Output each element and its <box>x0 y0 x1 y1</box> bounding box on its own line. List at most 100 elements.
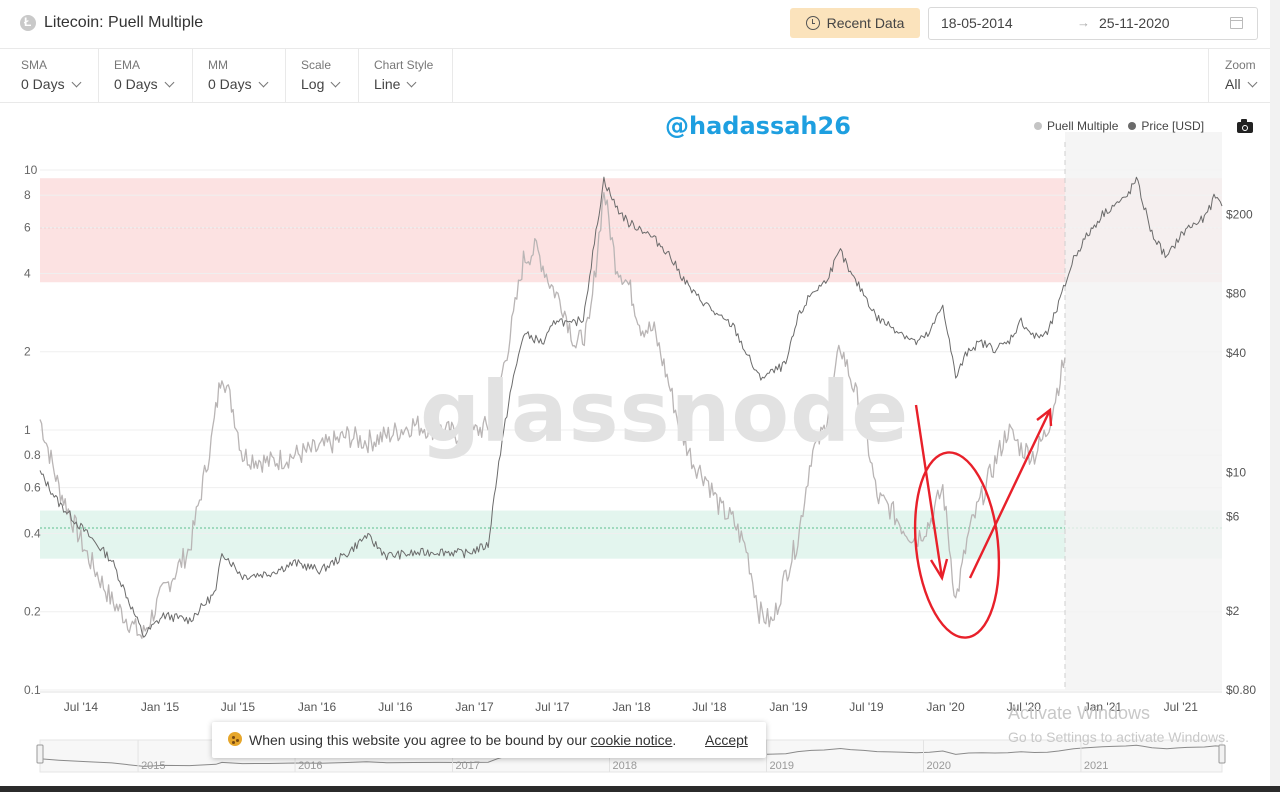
chart-header: Litecoin: Puell Multiple Recent Data 18-… <box>0 0 1270 49</box>
x-tick-label: Jan '17 <box>455 700 494 714</box>
chart-toolbar: SMA 0 Days EMA 0 Days MM 0 Days Scale Lo… <box>0 49 1270 103</box>
zoom-label: Zoom <box>1225 58 1256 72</box>
left-tick-label: 0.4 <box>24 526 41 540</box>
x-tick-label: Jul '15 <box>221 700 256 714</box>
zoom-dropdown[interactable]: Zoom All <box>1208 49 1271 102</box>
mm-label: MM <box>208 58 228 72</box>
x-tick-label: Jul '16 <box>378 700 413 714</box>
right-tick-label: $200 <box>1226 207 1253 221</box>
ema-dropdown[interactable]: EMA 0 Days <box>99 49 193 102</box>
navigator-right-handle[interactable] <box>1218 744 1226 764</box>
puell-multiple-line <box>39 192 1066 640</box>
camera-icon[interactable] <box>1237 119 1253 133</box>
legend-dot-icon <box>1034 122 1042 130</box>
red-annotations <box>913 404 1053 639</box>
recent-data-button[interactable]: Recent Data <box>790 8 920 38</box>
x-tick-label: Jul '21 <box>1164 700 1199 714</box>
calendar-icon[interactable] <box>1230 17 1243 29</box>
cookie-banner: When using this website you agree to be … <box>212 722 766 758</box>
recent-data-label: Recent Data <box>826 15 905 31</box>
annotation-down-arrow <box>914 404 944 579</box>
left-tick-label: 8 <box>24 188 31 202</box>
annotation-circle <box>913 451 1001 639</box>
left-tick-label: 4 <box>24 266 31 280</box>
author-handle: @hadassah26 <box>665 112 851 140</box>
legend-puell[interactable]: Puell Multiple <box>1034 119 1118 133</box>
x-axis: Jul '14 Jan '15 Jul '15 Jan '16 Jul '16 Jan '… <box>40 691 1222 714</box>
glassnode-watermark: glassnode <box>420 363 910 461</box>
x-tick-label: Jul '14 <box>64 700 99 714</box>
date-from[interactable]: 18-05-2014 <box>941 15 1013 31</box>
navigator-year-label: 2019 <box>769 760 793 772</box>
annotation-down-arrowhead <box>929 558 949 582</box>
chevron-down-icon <box>258 77 269 88</box>
date-range-picker[interactable]: 18-05-2014 → 25-11-2020 <box>928 7 1258 40</box>
chart-style-label: Chart Style <box>374 58 434 72</box>
cookie-text: When using this website you agree to be … <box>249 732 677 748</box>
scale-dropdown[interactable]: Scale Log <box>286 49 359 102</box>
navigator-left-handle[interactable] <box>36 744 44 764</box>
x-tick-label: Jul '17 <box>535 700 570 714</box>
navigator-year-label: 2016 <box>298 760 322 772</box>
top-zone-band <box>40 178 1222 283</box>
activate-windows-subtitle: Go to Settings to activate Windows. <box>1008 729 1229 745</box>
chevron-down-icon <box>71 77 82 88</box>
window-edge <box>1270 0 1280 792</box>
x-tick-label: Jan '19 <box>769 700 808 714</box>
right-tick-label: $2 <box>1226 604 1240 618</box>
chevron-down-icon <box>164 77 175 88</box>
zoom-value[interactable]: All <box>1225 76 1258 92</box>
navigator-year-label: 2021 <box>1084 760 1108 772</box>
mm-value[interactable]: 0 Days <box>208 76 269 92</box>
left-tick-label: 6 <box>24 221 31 235</box>
right-tick-label: $6 <box>1226 509 1240 523</box>
arrow-right-icon: → <box>1077 15 1090 30</box>
taskbar-edge <box>0 786 1280 792</box>
sma-label: SMA <box>21 58 48 72</box>
clock-icon <box>805 16 820 30</box>
price-usd-line <box>39 176 1223 638</box>
navigator-year-label: 2015 <box>141 760 165 772</box>
chevron-down-icon <box>330 77 341 88</box>
left-tick-label: 0.6 <box>24 481 41 495</box>
left-y-axis: 10 8 6 4 2 1 0.8 0.6 0.4 0.2 0.1 <box>24 163 41 697</box>
accept-button[interactable]: Accept <box>705 732 748 748</box>
chart-style-value[interactable]: Line <box>374 76 417 92</box>
recent-shade <box>1064 132 1222 690</box>
left-tick-label: 10 <box>24 163 38 177</box>
litecoin-icon <box>20 15 36 31</box>
x-tick-label: Jan '16 <box>298 700 337 714</box>
date-to[interactable]: 25-11-2020 <box>1099 15 1170 31</box>
right-tick-label: $10 <box>1226 465 1246 479</box>
left-tick-label: 1 <box>24 423 31 437</box>
sma-value[interactable]: 0 Days <box>21 76 82 92</box>
legend-price[interactable]: Price [USD] <box>1128 119 1204 133</box>
x-tick-label: Jul '19 <box>849 700 884 714</box>
cookie-icon <box>228 732 242 746</box>
navigator-year-label: 2018 <box>612 760 636 772</box>
series-lines <box>39 176 1223 640</box>
right-tick-label: $80 <box>1226 286 1246 300</box>
ema-label: EMA <box>114 58 141 72</box>
left-tick-label: 0.8 <box>24 448 41 462</box>
ema-value[interactable]: 0 Days <box>114 76 175 92</box>
mm-dropdown[interactable]: MM 0 Days <box>193 49 286 102</box>
navigator-year-label: 2017 <box>455 760 479 772</box>
cookie-notice-link[interactable]: cookie notice <box>590 732 673 748</box>
scale-label: Scale <box>301 58 332 72</box>
chevron-down-icon <box>407 77 417 88</box>
left-tick-label: 2 <box>24 345 31 359</box>
chart-style-dropdown[interactable]: Chart Style Line <box>359 49 453 102</box>
annotation-up-arrow <box>968 409 1052 579</box>
x-tick-label: Jan '18 <box>612 700 651 714</box>
scale-value[interactable]: Log <box>301 76 341 92</box>
x-tick-label: Jul '20 <box>1007 700 1042 714</box>
legend: Puell Multiple Price [USD] <box>1034 119 1204 133</box>
right-tick-label: $40 <box>1226 346 1246 360</box>
x-tick-label: Jul '18 <box>692 700 727 714</box>
recent-data-shade <box>1065 132 1222 690</box>
activate-windows-title: Activate Windows <box>1008 703 1151 723</box>
annotation-up-arrowhead <box>1036 407 1053 427</box>
sma-dropdown[interactable]: SMA 0 Days <box>0 49 99 102</box>
